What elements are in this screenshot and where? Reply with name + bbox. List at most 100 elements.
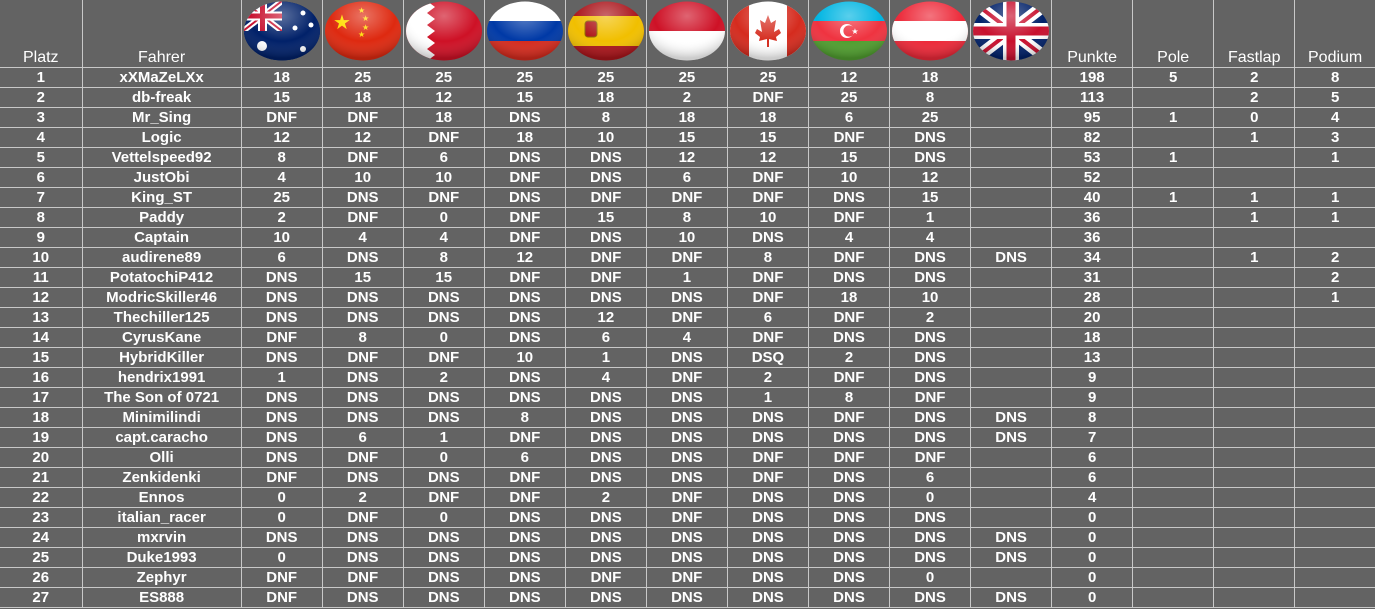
race-result-cell — [970, 387, 1053, 408]
punkte-cell: 53 — [1051, 147, 1134, 168]
race-result-cell: DNF — [889, 447, 972, 468]
race-result-cell: DNF — [807, 247, 891, 268]
race-result-cell: DNS — [483, 307, 566, 328]
race-result-cell: DNF — [726, 167, 809, 188]
race-result-cell: 4 — [889, 227, 972, 248]
race-result-cell — [970, 187, 1053, 208]
race-result-cell: DNS — [564, 427, 647, 448]
podium-cell: 5 — [1294, 87, 1375, 108]
race-result-cell: DNS — [321, 247, 404, 268]
race-result-cell: DNS — [807, 327, 891, 348]
podium-cell — [1294, 467, 1375, 488]
table-row: 8 Paddy 2 DNF 0 DNF 15 8 10 DNF 1 36 1 1 — [0, 207, 1375, 228]
table-row: 13 Thechiller125 DNS DNS DNS DNS 12 DNF 6 DNF 2 20 — [0, 307, 1375, 328]
spain-flag-icon — [566, 1, 645, 61]
fastlap-cell: 1 — [1213, 127, 1296, 148]
fastlap-cell — [1213, 387, 1296, 408]
fahrer-cell: hendrix1991 — [81, 367, 242, 388]
race-result-cell: 0 — [889, 567, 972, 588]
race-column-header — [240, 0, 323, 68]
race-result-cell: 18 — [483, 127, 566, 148]
austria-flag-icon — [891, 1, 970, 61]
platz-cell: 14 — [0, 327, 83, 348]
race-result-cell: 6 — [564, 327, 647, 348]
race-result-cell: DNS — [807, 547, 891, 568]
race-result-cell: DNS — [483, 187, 566, 208]
podium-cell: 1 — [1294, 147, 1375, 168]
race-result-cell: DNS — [321, 527, 404, 548]
table-row: 16 hendrix1991 1 DNS 2 DNS 4 DNF 2 DNF DNS 9 — [0, 367, 1375, 388]
race-result-cell: DNS — [564, 387, 647, 408]
table-row: 5 Vettelspeed92 8 DNF 6 DNS DNS 12 12 15 DNS 53 1 1 — [0, 147, 1375, 168]
fastlap-cell: 1 — [1213, 187, 1296, 208]
race-result-cell: 8 — [564, 107, 647, 128]
pole-cell — [1132, 567, 1215, 588]
race-result-cell: DNS — [321, 307, 404, 328]
race-result-cell: DNS — [564, 467, 647, 488]
race-result-cell: DNF — [321, 347, 404, 368]
race-result-cell: DNS — [645, 347, 728, 368]
race-result-cell: DNF — [402, 127, 485, 148]
race-result-cell: 8 — [726, 247, 809, 268]
punkte-cell: 0 — [1051, 507, 1134, 528]
race-result-cell: DNF — [807, 207, 891, 228]
punkte-cell: 28 — [1051, 287, 1134, 308]
table-row: 1 xXMaZeLXx 18 25 25 25 25 25 25 12 18 198 5 2 8 — [0, 67, 1375, 88]
pole-cell — [1132, 207, 1215, 228]
table-row: 10 audirene89 6 DNS 8 12 DNF DNF 8 DNF DNS DNS 34 1 2 — [0, 247, 1375, 268]
race-result-cell: DNS — [483, 507, 566, 528]
punkte-cell: 9 — [1051, 367, 1134, 388]
race-result-cell: DNS — [807, 587, 891, 608]
race-result-cell: DNS — [564, 447, 647, 468]
race-result-cell: DNS — [726, 587, 809, 608]
race-result-cell: 15 — [483, 87, 566, 108]
race-result-cell: 2 — [402, 367, 485, 388]
platz-cell: 3 — [0, 107, 83, 128]
fahrer-cell: ES888 — [81, 587, 242, 608]
pole-cell: 1 — [1132, 147, 1215, 168]
race-result-cell: DNS — [645, 407, 728, 428]
header-fastlap: Fastlap — [1213, 0, 1296, 68]
table-row: 23 italian_racer 0 DNF 0 DNS DNS DNF DNS DNS DNS 0 — [0, 507, 1375, 528]
podium-cell — [1294, 547, 1375, 568]
united-kingdom-flag-icon — [972, 1, 1051, 61]
punkte-cell: 34 — [1051, 247, 1134, 268]
race-result-cell: DNS — [726, 547, 809, 568]
race-result-cell: 6 — [645, 167, 728, 188]
fastlap-cell: 2 — [1213, 67, 1296, 88]
race-result-cell: 4 — [402, 227, 485, 248]
race-result-cell — [970, 347, 1053, 368]
race-result-cell: DNF — [564, 187, 647, 208]
race-result-cell: 4 — [645, 327, 728, 348]
race-result-cell: DNF — [321, 107, 404, 128]
fahrer-cell: capt.caracho — [81, 427, 242, 448]
fastlap-cell — [1213, 287, 1296, 308]
race-result-cell: DNS — [970, 527, 1053, 548]
race-result-cell: 4 — [807, 227, 891, 248]
fahrer-cell: xXMaZeLXx — [81, 67, 242, 88]
fastlap-cell: 1 — [1213, 247, 1296, 268]
platz-cell: 5 — [0, 147, 83, 168]
fahrer-cell: Captain — [81, 227, 242, 248]
fastlap-cell — [1213, 307, 1296, 328]
podium-cell — [1294, 507, 1375, 528]
punkte-cell: 198 — [1051, 67, 1134, 88]
fastlap-cell — [1213, 527, 1296, 548]
table-row: 20 Olli DNS DNF 0 6 DNS DNS DNF DNF DNF 6 — [0, 447, 1375, 468]
pole-cell — [1132, 367, 1215, 388]
race-result-cell: 2 — [645, 87, 728, 108]
race-column-header — [645, 0, 728, 68]
race-result-cell — [970, 307, 1053, 328]
fastlap-cell — [1213, 167, 1296, 188]
race-result-cell: DNS — [645, 547, 728, 568]
race-result-cell: DNF — [321, 147, 404, 168]
race-result-cell: DNS — [889, 367, 972, 388]
race-result-cell: DNF — [240, 327, 323, 348]
pole-cell — [1132, 247, 1215, 268]
race-column-header — [970, 0, 1053, 68]
platz-cell: 15 — [0, 347, 83, 368]
podium-cell: 4 — [1294, 107, 1375, 128]
race-result-cell: DNS — [889, 547, 972, 568]
punkte-cell: 6 — [1051, 467, 1134, 488]
race-result-cell: 8 — [321, 327, 404, 348]
